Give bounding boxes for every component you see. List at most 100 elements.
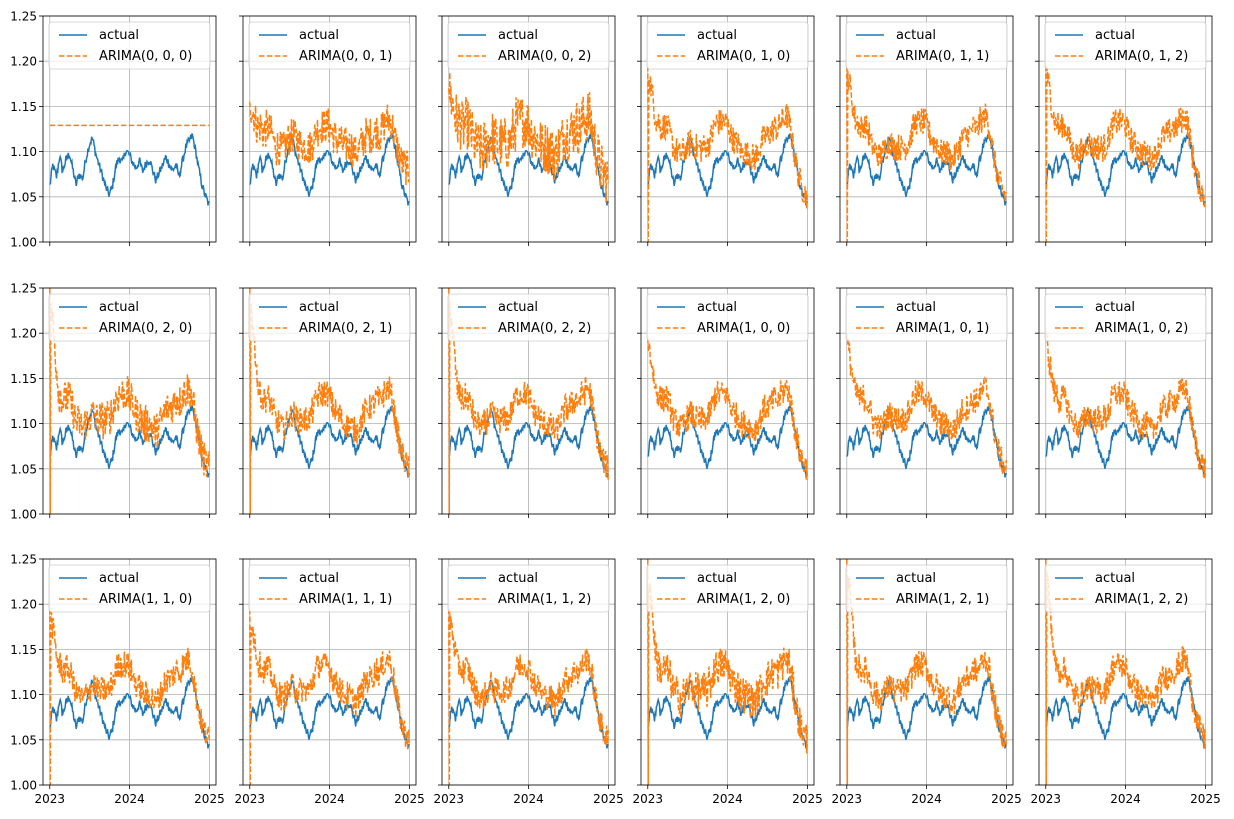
legend-actual-label: actual	[99, 28, 139, 43]
legend-forecast-label: ARIMA(1, 0, 1)	[896, 321, 989, 336]
legend-box	[447, 293, 610, 342]
y-tick-label: 1.10	[10, 688, 37, 702]
x-tick-label: 2023	[632, 792, 663, 806]
forecast-line	[846, 333, 1007, 475]
legend-box	[248, 564, 411, 613]
subplot: actual ARIMA(1, 0, 1)	[836, 287, 1014, 518]
x-tick-label: 2023	[831, 792, 862, 806]
forecast-line	[647, 559, 808, 785]
legend-box	[845, 293, 1008, 342]
actual-line	[249, 405, 410, 478]
forecast-line	[448, 608, 609, 785]
actual-line	[846, 676, 1007, 749]
subplot: 1.00 1.05 1.10 1.15 1.20 1.25 actual ARIMA(0, 0…	[10, 10, 217, 250]
legend-forecast-label: ARIMA(1, 2, 1)	[896, 592, 989, 607]
y-tick-label: 1.20	[10, 55, 37, 69]
forecast-line	[49, 288, 210, 514]
legend-forecast-label: ARIMA(0, 1, 0)	[697, 49, 790, 64]
legend-forecast-label: ARIMA(0, 0, 0)	[99, 49, 192, 64]
legend-forecast-label: ARIMA(0, 1, 2)	[1095, 49, 1188, 64]
legend-box	[1044, 21, 1207, 70]
subplot: actual ARIMA(0, 2, 2)	[438, 287, 616, 518]
subplot: 2023 2024 2025 actual ARIMA(1, 1, 1)	[234, 558, 425, 806]
y-tick-label: 1.05	[10, 190, 37, 204]
legend-forecast-label: ARIMA(1, 1, 1)	[299, 592, 392, 607]
legend-box	[845, 564, 1008, 613]
x-tick-label: 2025	[792, 792, 823, 806]
legend-forecast-label: ARIMA(1, 0, 2)	[1095, 321, 1188, 336]
x-tick-label: 2024	[712, 792, 743, 806]
y-tick-label: 1.25	[10, 553, 37, 567]
legend-forecast-label: ARIMA(0, 0, 1)	[299, 49, 392, 64]
subplot: 2023 2024 2025 actual ARIMA(1, 2, 0)	[632, 558, 823, 806]
actual-line	[448, 133, 609, 206]
legend-box	[248, 293, 411, 342]
legend-actual-label: actual	[697, 28, 737, 43]
legend-forecast-label: ARIMA(1, 1, 2)	[498, 592, 591, 607]
subplot: 1.00 1.05 1.10 1.15 1.20 1.25 actual ARIMA(0, 2…	[10, 282, 217, 522]
actual-line	[448, 676, 609, 749]
legend-box	[646, 564, 809, 613]
legend-forecast-label: ARIMA(0, 1, 1)	[896, 49, 989, 64]
legend-actual-label: actual	[498, 571, 538, 586]
y-tick-label: 1.20	[10, 327, 37, 341]
legend-forecast-label: ARIMA(0, 0, 2)	[498, 49, 591, 64]
subplot: 2023 2024 2025 actual ARIMA(1, 2, 2)	[1030, 558, 1221, 806]
legend-actual-label: actual	[498, 300, 538, 315]
legend-box	[248, 21, 411, 70]
legend-actual-label: actual	[896, 300, 936, 315]
x-tick-label: 2025	[394, 792, 425, 806]
x-tick-label: 2024	[513, 792, 544, 806]
legend-actual-label: actual	[299, 28, 339, 43]
x-tick-label: 2025	[1190, 792, 1221, 806]
y-tick-label: 1.05	[10, 733, 37, 747]
subplot: actual ARIMA(0, 0, 2)	[438, 15, 616, 246]
forecast-line	[448, 72, 609, 203]
x-tick-label: 2024	[1110, 792, 1141, 806]
y-tick-label: 1.15	[10, 100, 37, 114]
y-tick-label: 1.00	[10, 779, 37, 793]
legend-box	[48, 564, 211, 613]
legend-actual-label: actual	[299, 300, 339, 315]
x-tick-label: 2023	[433, 792, 464, 806]
x-tick-label: 2023	[234, 792, 265, 806]
forecast-line	[647, 337, 808, 481]
y-tick-label: 1.25	[10, 282, 37, 296]
y-tick-label: 1.05	[10, 462, 37, 476]
legend-box	[447, 21, 610, 70]
legend-forecast-label: ARIMA(0, 2, 1)	[299, 321, 392, 336]
x-tick-label: 2024	[114, 792, 145, 806]
forecast-line	[846, 559, 1007, 785]
actual-line	[49, 133, 210, 206]
y-tick-label: 1.10	[10, 417, 37, 431]
x-tick-label: 2025	[194, 792, 225, 806]
y-tick-label: 1.15	[10, 643, 37, 657]
actual-line	[1045, 676, 1206, 749]
actual-line	[846, 405, 1007, 478]
legend-box	[646, 293, 809, 342]
forecast-line	[249, 101, 410, 186]
forecast-line	[647, 65, 808, 242]
subplot: actual ARIMA(0, 1, 0)	[637, 15, 815, 246]
legend-actual-label: actual	[1095, 300, 1135, 315]
forecast-line	[1045, 65, 1206, 242]
forecast-line	[49, 608, 210, 785]
y-tick-label: 1.10	[10, 145, 37, 159]
legend-box	[48, 293, 211, 342]
actual-line	[249, 133, 410, 206]
legend-box	[845, 21, 1008, 70]
subplot: actual ARIMA(0, 2, 1)	[239, 287, 417, 518]
subplot: 2023 2024 2025 1.00 1.05 1.10 1.15 1.20 1.25 actu…	[10, 553, 224, 807]
forecast-line	[846, 65, 1007, 242]
legend-actual-label: actual	[99, 571, 139, 586]
y-tick-label: 1.00	[10, 236, 37, 250]
legend-forecast-label: ARIMA(1, 1, 0)	[99, 592, 192, 607]
y-tick-label: 1.15	[10, 372, 37, 386]
actual-line	[647, 676, 808, 749]
legend-actual-label: actual	[1095, 28, 1135, 43]
actual-line	[1045, 405, 1206, 478]
legend-box	[646, 21, 809, 70]
actual-line	[647, 405, 808, 478]
legend-forecast-label: ARIMA(1, 2, 0)	[697, 592, 790, 607]
